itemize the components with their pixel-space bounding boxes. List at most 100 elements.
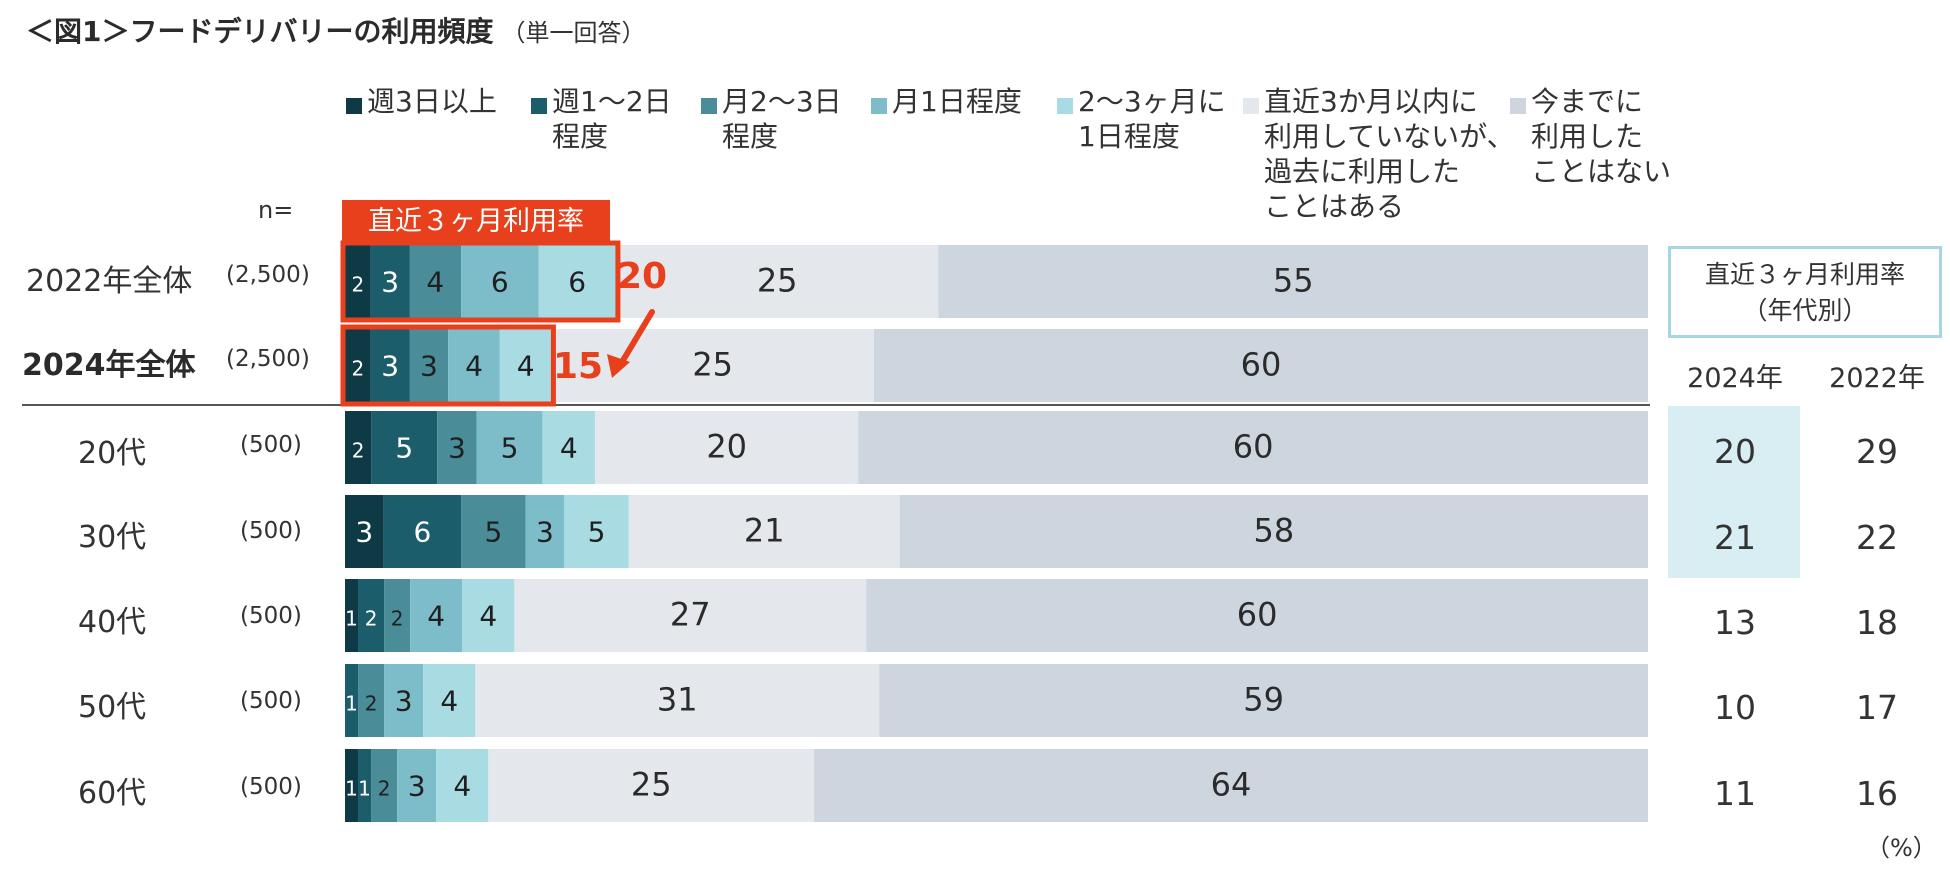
legend-item-4: 2～3ヶ月に 1日程度 — [1057, 84, 1226, 154]
bar-value-r3-s2: 5 — [484, 516, 502, 549]
bar-segment-r6-s2 — [371, 749, 398, 822]
bar-segment-r0-s4 — [538, 245, 616, 318]
bar-value-r1-s1: 3 — [381, 350, 399, 383]
bar-segment-r2-s5 — [595, 411, 859, 484]
bar-segment-r1-s0 — [345, 329, 371, 402]
bar-segment-r2-s6 — [858, 411, 1648, 484]
rate-2022-40s: 18 — [1856, 603, 1898, 642]
bar-value-r1-s0: 2 — [352, 357, 365, 381]
bar-value-r4-s5: 27 — [670, 596, 711, 634]
rate-2024-30s: 21 — [1714, 518, 1756, 557]
bar-value-r3-s0: 3 — [355, 516, 373, 549]
legend-swatch-0 — [346, 98, 362, 114]
bar-value-r3-s5: 21 — [744, 512, 785, 550]
rate-2022-30s: 22 — [1856, 518, 1898, 557]
legend-label-2: 月2～3日 程度 — [722, 85, 842, 153]
bar-segment-r2-s1 — [371, 411, 438, 484]
bar-segment-r5-s2 — [358, 664, 385, 737]
bar-value-r2-s0: 2 — [352, 439, 365, 463]
bar-segment-r0-s5 — [615, 245, 939, 318]
bar-segment-r6-s5 — [488, 749, 815, 822]
legend-label-0: 週3日以上 — [367, 85, 497, 118]
bar-value-r5-s1: 1 — [345, 692, 358, 716]
row-label-3: 30代 — [78, 520, 147, 555]
bar-segment-r3-s2 — [461, 495, 526, 568]
bar-segment-r3-s1 — [383, 495, 462, 568]
row-n-6: (500) — [240, 774, 302, 800]
bar-segment-r0-s2 — [409, 245, 462, 318]
bar-value-r5-s2: 2 — [365, 692, 378, 716]
bar-segment-r0-s1 — [370, 245, 410, 318]
bar-value-r1-s5: 25 — [692, 346, 733, 384]
legend-item-3: 月1日程度 — [871, 84, 1022, 119]
bar-value-r0-s2: 4 — [426, 266, 444, 299]
bar-value-r5-s4: 4 — [440, 685, 458, 718]
bar-segment-r4-s0 — [345, 579, 359, 652]
bar-segment-r4-s1 — [358, 579, 385, 652]
percent-note: （%） — [1866, 834, 1937, 862]
bar-value-r2-s3: 5 — [501, 432, 519, 465]
rate-2024-40s: 13 — [1714, 603, 1756, 642]
rate-tag: 直近３ヶ月利用率 — [342, 200, 610, 244]
bar-segment-r3-s3 — [525, 495, 565, 568]
bar-value-r3-s3: 3 — [536, 516, 554, 549]
bar-segment-r2-s4 — [542, 411, 596, 484]
rate-table-title: 直近３ヶ月利用率 （年代別） — [1668, 246, 1942, 338]
row-n-2: (500) — [240, 432, 302, 458]
row-n-0: (2,500) — [226, 262, 310, 288]
legend-item-0: 週3日以上 — [346, 84, 497, 119]
rate-2022-20s: 29 — [1856, 432, 1898, 471]
subtitle-text: （単一回答） — [501, 19, 646, 47]
rate-highlight-box-1 — [340, 324, 556, 407]
rate-2022-60s: 16 — [1856, 774, 1898, 813]
rate-2024-60s: 11 — [1714, 774, 1756, 813]
legend-label-3: 月1日程度 — [892, 85, 1022, 118]
bar-segment-r4-s2 — [384, 579, 411, 652]
legend-item-2: 月2～3日 程度 — [701, 84, 842, 154]
bar-value-r4-s4: 4 — [479, 600, 497, 633]
legend-swatch-4 — [1057, 98, 1073, 114]
bar-value-r0-s1: 3 — [381, 266, 399, 299]
bar-value-r0-s5: 25 — [757, 262, 798, 300]
callout-2022-rate: 20 — [617, 256, 668, 297]
legend-label-1: 週1～2日 程度 — [552, 85, 672, 153]
bar-value-r6-s1: 1 — [358, 777, 371, 801]
row-n-3: (500) — [240, 518, 302, 544]
row-n-5: (500) — [240, 688, 302, 714]
rate-2024-50s: 10 — [1714, 688, 1756, 727]
bar-value-r6-s5: 25 — [631, 766, 672, 804]
bar-value-r6-s3: 3 — [408, 770, 426, 803]
rate-2024-20s: 20 — [1714, 432, 1756, 471]
rate-2022-50s: 17 — [1856, 688, 1898, 727]
bar-segment-r4-s3 — [410, 579, 463, 652]
rate-col-2022: 2022年 — [1829, 363, 1925, 394]
bar-segment-r3-s4 — [564, 495, 629, 568]
row-label-0: 2022年全体 — [26, 264, 193, 299]
bar-segment-r5-s6 — [879, 664, 1648, 737]
legend-swatch-6 — [1510, 98, 1526, 114]
rate-highlight — [1668, 406, 1800, 578]
bar-segment-r5-s5 — [475, 664, 880, 737]
bar-value-r0-s3: 6 — [491, 266, 509, 299]
bar-value-r1-s2: 3 — [420, 350, 438, 383]
bar-value-r1-s3: 4 — [465, 350, 483, 383]
legend-swatch-3 — [871, 98, 887, 114]
bar-segment-r2-s2 — [437, 411, 477, 484]
bar-value-r2-s5: 20 — [706, 428, 747, 466]
bar-segment-r6-s3 — [397, 749, 437, 822]
bar-value-r6-s0: 1 — [345, 777, 358, 801]
rate-table-title-text: 直近３ヶ月利用率 （年代別） — [1704, 260, 1905, 325]
bar-segment-r2-s0 — [345, 411, 372, 484]
row-label-5: 50代 — [78, 690, 147, 725]
callout-2024-rate: 15 — [553, 346, 604, 387]
bar-segment-r1-s4 — [499, 329, 552, 402]
chart-title: ＜図1＞フードデリバリーの利用頻度 （単一回答） — [26, 10, 645, 50]
bar-segment-r5-s3 — [384, 664, 424, 737]
bar-value-r6-s6: 64 — [1211, 766, 1252, 804]
bar-value-r0-s4: 6 — [568, 266, 586, 299]
bar-segment-r3-s6 — [899, 495, 1648, 568]
bar-segment-r4-s4 — [462, 579, 515, 652]
row-n-1: (2,500) — [226, 346, 310, 372]
bar-segment-r5-s4 — [423, 664, 476, 737]
legend-item-5: 直近3か月以内に 利用していないが、 過去に利用した ことはある — [1243, 84, 1515, 224]
